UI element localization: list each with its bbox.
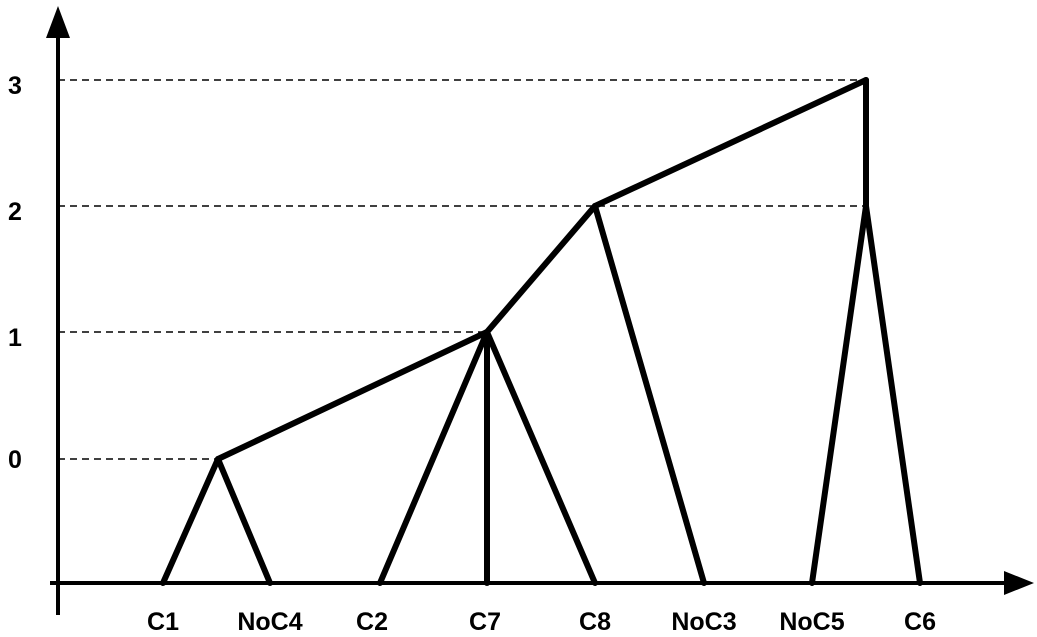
level-guides (58, 79, 866, 460)
edge-noc4 (215, 456, 273, 586)
leaf-label-noc4: NoC4 (237, 608, 302, 636)
leaf-label-c1: C1 (147, 608, 179, 636)
edge-n1-to-n2 (484, 203, 598, 335)
axes (46, 6, 1034, 615)
y-tick-labels: 0 1 2 3 (8, 72, 22, 474)
x-axis-arrow (1004, 571, 1034, 595)
y-tick-label: 2 (8, 198, 22, 226)
leaf-label-c8: C8 (579, 608, 611, 636)
leaf-label-noc3: NoC3 (671, 608, 736, 636)
y-tick-label: 0 (8, 446, 22, 474)
y-tick-label: 3 (8, 72, 22, 100)
leaf-label-c2: C2 (356, 608, 388, 636)
edge-c8 (484, 329, 598, 586)
tree-edges (160, 77, 923, 586)
edge-c6 (863, 203, 923, 586)
leaf-label-c6: C6 (904, 608, 936, 636)
edge-n2-to-root (592, 77, 869, 209)
y-tick-label: 1 (8, 324, 22, 352)
leaf-label-noc5: NoC5 (779, 608, 844, 636)
edge-noc3 (592, 203, 707, 586)
leaf-label-c7: C7 (469, 608, 501, 636)
y-axis-arrow (46, 6, 70, 38)
edge-noc5 (809, 203, 869, 586)
edge-n0-to-n1 (215, 329, 490, 462)
edge-c1 (160, 456, 221, 586)
edge-c2 (377, 329, 490, 586)
leaf-labels: C1 NoC4 C2 C7 C8 NoC3 NoC5 C6 (147, 608, 936, 636)
